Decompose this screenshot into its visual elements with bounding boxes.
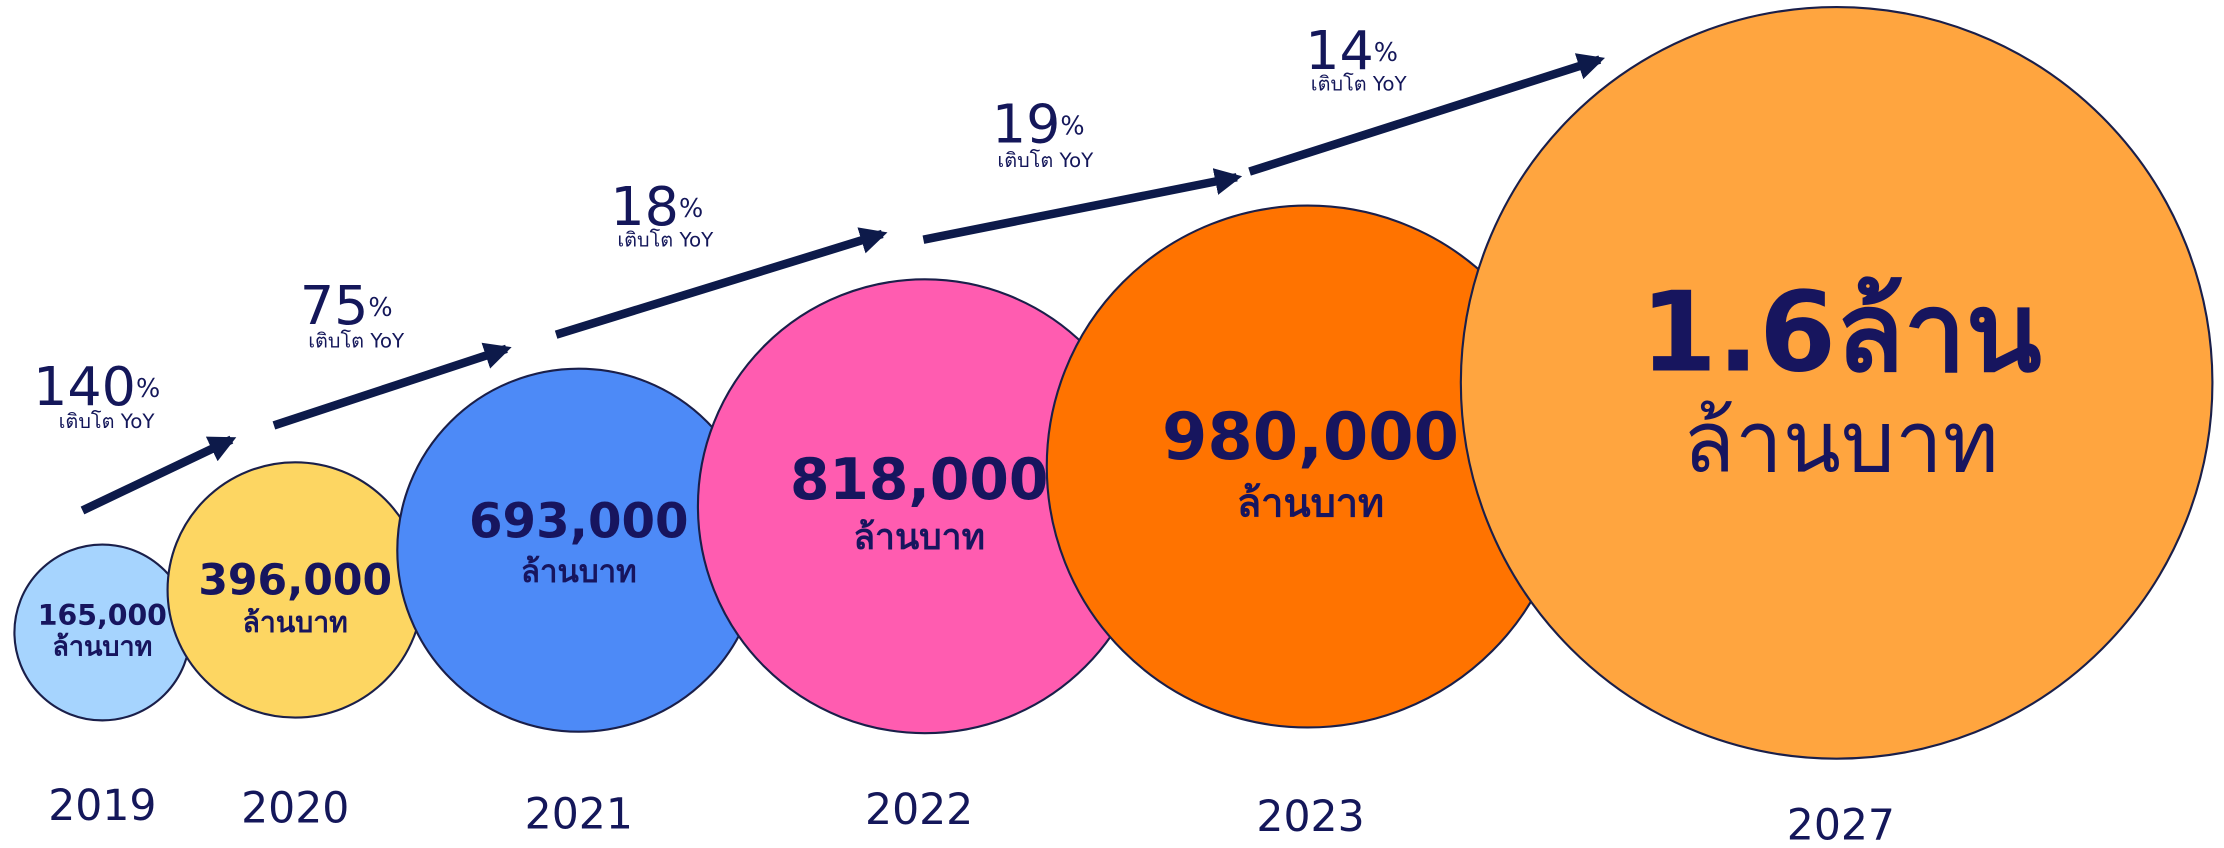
growth-value: 19 (992, 92, 1061, 155)
growth-arrow (272, 342, 512, 430)
growth-caption: เติบโต YoY (59, 410, 156, 433)
growth-caption: เติบโต YoY (997, 149, 1094, 172)
growth-value: 18 (610, 175, 679, 238)
growth-caption: เติบโต YoY (308, 329, 405, 352)
growth-value: 140 (33, 355, 136, 418)
growth-label: 14% (1305, 19, 1398, 82)
growth-arrow (554, 227, 888, 339)
value-label: 980,000 (1162, 399, 1459, 475)
value-label: 693,000 (469, 494, 689, 550)
growth-label: 19% (992, 92, 1085, 155)
growth-value: 14 (1305, 19, 1374, 82)
bubble (1459, 6, 2214, 760)
growth-caption: เติบโต YoY (617, 229, 714, 252)
value-label: 396,000 (198, 556, 392, 605)
growth-unit: % (136, 374, 160, 404)
growth-label: 18% (610, 175, 703, 238)
unit-label: ล้านบาท (52, 632, 152, 663)
year-label: 2019 (48, 782, 156, 831)
year-label: 2021 (525, 790, 633, 839)
growth-unit: % (1060, 112, 1084, 142)
year-label: 2023 (1256, 793, 1364, 842)
unit-label: ล้านบาท (853, 517, 985, 558)
year-label: 2020 (241, 785, 349, 834)
value-label: 1.6ล้าน (1640, 269, 2041, 398)
unit-label: ล้านบาท (521, 554, 637, 590)
year-label: 2022 (865, 786, 973, 835)
value-label: 818,000 (790, 447, 1048, 513)
growth-arrow (922, 168, 1243, 244)
unit-label: ล้านบาท (1683, 394, 1999, 493)
growth-arrow (1248, 53, 1605, 176)
growth-caption: เติบโต YoY (1311, 73, 1408, 96)
growth-unit: % (368, 293, 392, 323)
unit-label: ล้านบาท (243, 606, 348, 639)
growth-unit: % (1374, 38, 1398, 68)
growth-label: 140% (33, 355, 160, 418)
year-label: 2027 (1787, 802, 1895, 848)
growth-arrow (80, 435, 237, 515)
value-label: 165,000 (38, 599, 167, 632)
growth-unit: % (679, 194, 703, 224)
growth-label: 75% (300, 274, 393, 337)
growth-value: 75 (300, 274, 369, 337)
unit-label: ล้านบาท (1237, 481, 1384, 527)
